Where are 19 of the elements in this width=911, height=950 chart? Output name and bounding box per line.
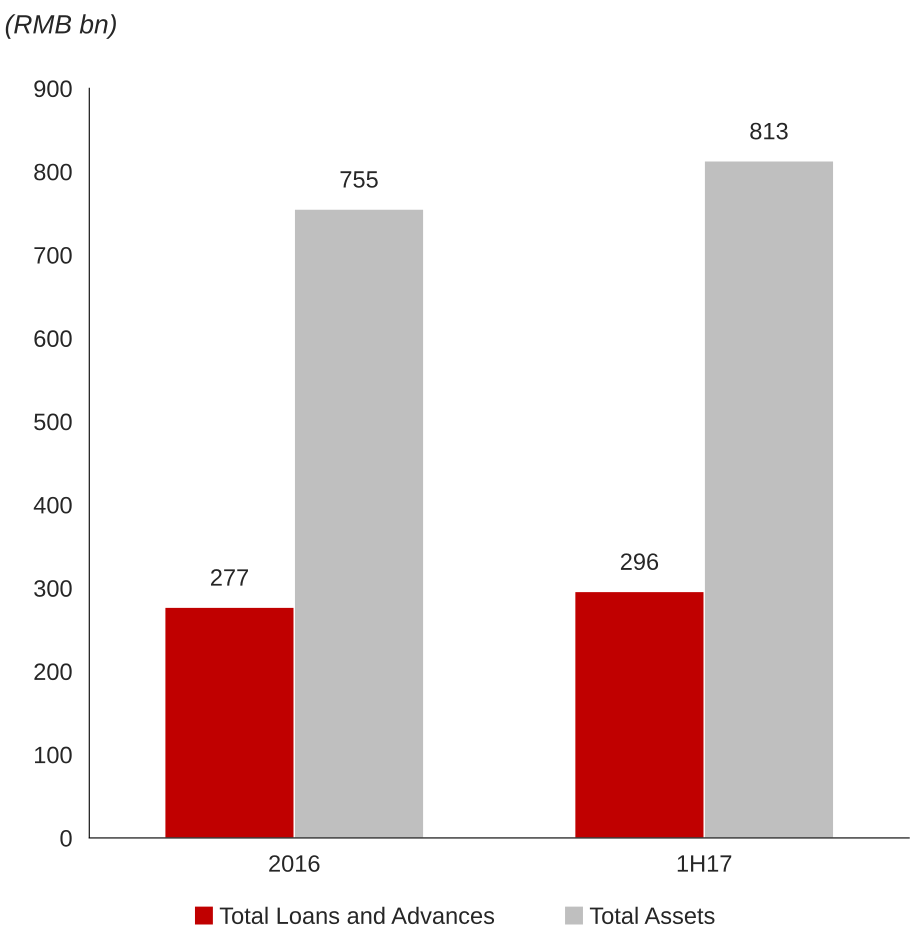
chart-title: (RMB bn) <box>6 14 116 39</box>
data-label: 296 <box>620 553 658 570</box>
data-label: 813 <box>750 122 788 140</box>
y-tick-label: 900 <box>34 80 72 98</box>
y-tick-label: 600 <box>34 330 72 347</box>
x-tick-label: 2016 <box>269 855 320 872</box>
data-label: 755 <box>340 171 378 188</box>
y-tick-label: 500 <box>34 414 72 430</box>
y-tick-label: 0 <box>60 830 72 847</box>
y-tick-label: 700 <box>34 246 72 264</box>
y-tick-label: 400 <box>34 496 72 514</box>
y-tick-label: 100 <box>35 746 72 764</box>
y-tick-label: 800 <box>34 164 72 180</box>
legend-label: Total Assets <box>590 906 714 924</box>
y-tick-label: 300 <box>34 580 72 597</box>
y-tick-label: 200 <box>34 663 72 680</box>
legend-label: Total Loans and Advances <box>220 906 494 924</box>
data-label: 277 <box>210 569 248 586</box>
x-tick-label: 1H17 <box>678 855 732 872</box>
